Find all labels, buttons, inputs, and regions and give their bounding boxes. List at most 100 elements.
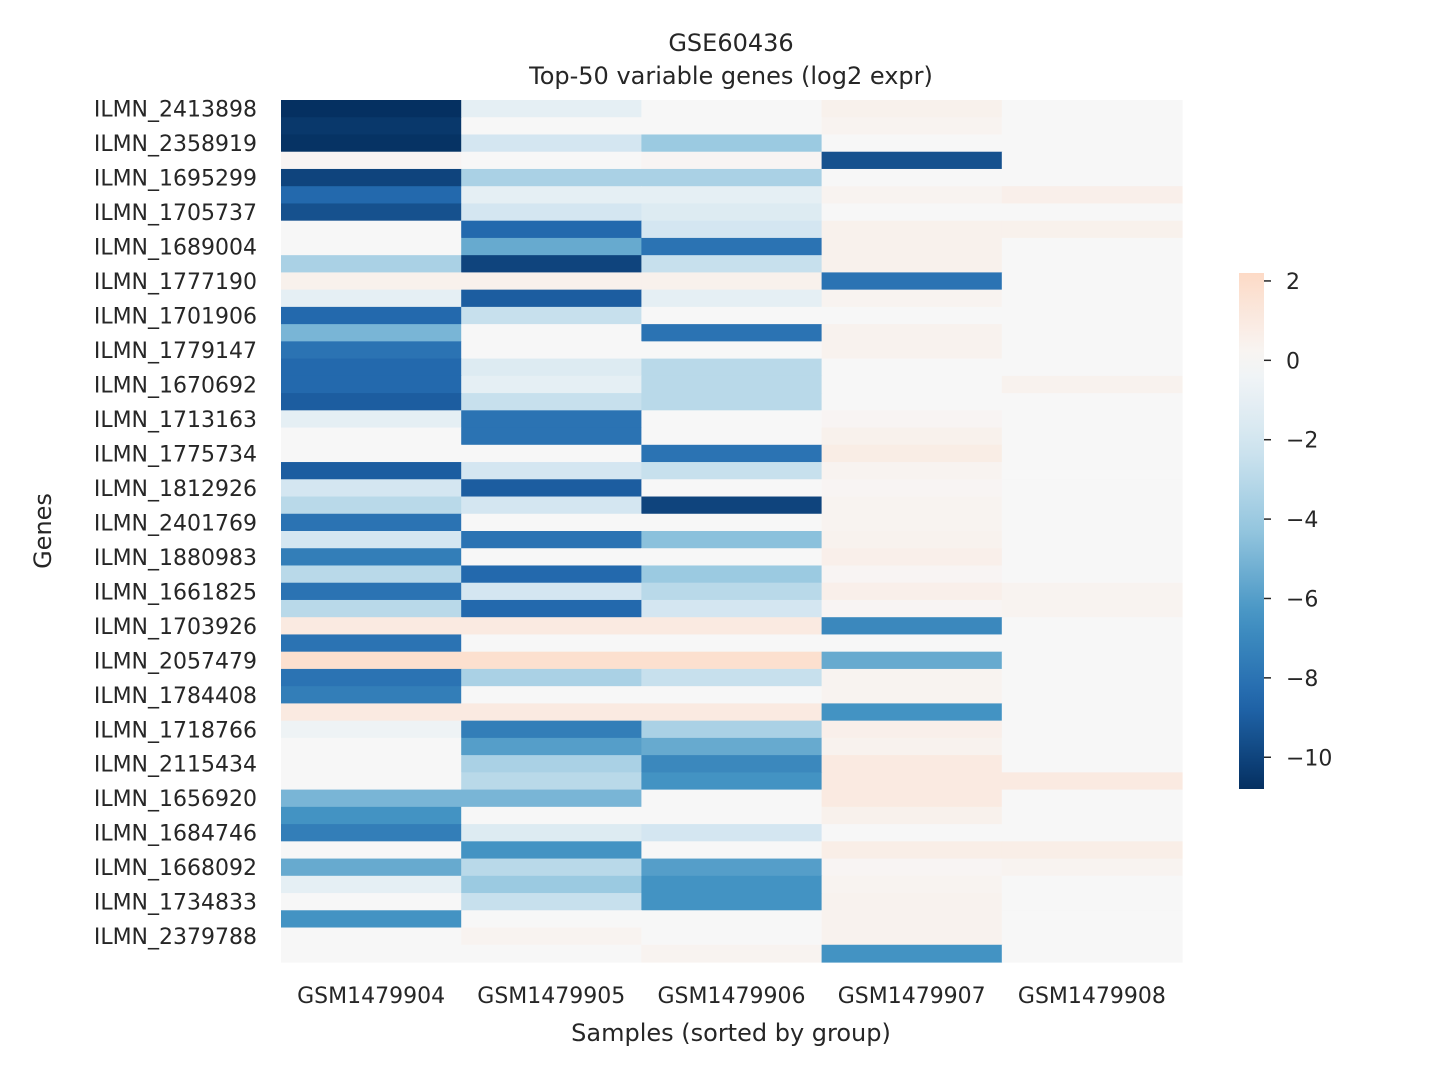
heatmap-cell (461, 134, 642, 153)
heatmap-cell (461, 893, 642, 911)
heatmap-cell (461, 720, 642, 739)
heatmap-cell (1001, 410, 1183, 429)
heatmap-cell (281, 393, 462, 411)
heatmap-cell (281, 513, 462, 532)
heatmap-cell (461, 220, 642, 239)
y-tick-label: ILMN_1775734 (94, 442, 257, 467)
heatmap-cell (1001, 737, 1183, 756)
heatmap-cell (1001, 548, 1183, 567)
heatmap-cell (641, 875, 823, 894)
heatmap-cell (641, 582, 823, 601)
heatmap-cell (281, 341, 462, 360)
heatmap-cell (281, 599, 462, 618)
heatmap-cell (821, 272, 1003, 291)
heatmap-cell (461, 789, 642, 808)
heatmap-cell (641, 651, 823, 670)
heatmap-cell (461, 582, 642, 601)
heatmap-cell (821, 824, 1003, 842)
heatmap-cell (821, 410, 1003, 429)
heatmap-cell (281, 134, 462, 153)
y-tick-label: ILMN_1695299 (94, 167, 257, 192)
heatmap-cell (821, 168, 1003, 187)
heatmap-cell (461, 151, 642, 170)
heatmap-cell (1001, 772, 1183, 791)
y-tick-label: ILMN_1670692 (94, 373, 257, 398)
heatmap-cell (461, 617, 642, 636)
heatmap-cell (641, 375, 823, 394)
heatmap-cell (641, 634, 823, 653)
y-tick-label: ILMN_1718766 (94, 718, 257, 743)
heatmap-cell (641, 496, 823, 515)
heatmap-cell (1001, 203, 1183, 222)
heatmap-cell (641, 462, 823, 480)
heatmap-cell (281, 806, 462, 825)
heatmap-cell (1001, 513, 1183, 532)
heatmap-cell (281, 531, 462, 549)
heatmap-cell (281, 100, 462, 118)
heatmap-cell (821, 117, 1003, 136)
heatmap-cell (1001, 703, 1183, 722)
heatmap-cell (461, 237, 642, 256)
heatmap-cell (641, 117, 823, 136)
heatmap-cell (281, 789, 462, 808)
heatmap-cell (281, 927, 462, 946)
heatmap-cell (461, 272, 642, 291)
heatmap-cell (821, 531, 1003, 549)
heatmap-cell (461, 703, 642, 722)
heatmap-cell (821, 841, 1003, 860)
heatmap-cell (281, 565, 462, 584)
heatmap-cell (1001, 255, 1183, 273)
heatmap-cell (641, 668, 823, 687)
heatmap-cell (821, 324, 1003, 342)
heatmap-cell (641, 203, 823, 222)
heatmap-cell (461, 444, 642, 463)
heatmap-cell (1001, 565, 1183, 584)
heatmap-cell (281, 668, 462, 687)
heatmap-cell (641, 272, 823, 291)
heatmap-cell (821, 479, 1003, 498)
heatmap-cell (1001, 893, 1183, 911)
heatmap-cell (461, 755, 642, 773)
heatmap-cell (461, 944, 642, 963)
heatmap-cell (641, 427, 823, 446)
x-tick-label: GSM1479904 (297, 984, 445, 1009)
heatmap-cell (461, 203, 642, 222)
heatmap-cell (281, 306, 462, 325)
heatmap-cell (281, 720, 462, 739)
heatmap-cell (1001, 324, 1183, 342)
chart-subtitle: Top-50 variable genes (log2 expr) (528, 62, 933, 90)
y-tick-label: ILMN_1784408 (94, 684, 257, 709)
heatmap-cell (281, 548, 462, 567)
heatmap-cell (641, 617, 823, 636)
heatmap-cell (1001, 117, 1183, 136)
heatmap-cell (821, 462, 1003, 480)
heatmap-cell (1001, 427, 1183, 446)
heatmap-cell (281, 375, 462, 394)
heatmap-cell (461, 806, 642, 825)
heatmap-cell (281, 203, 462, 222)
heatmap-cell (461, 668, 642, 687)
heatmap-cell (461, 548, 642, 567)
heatmap-cell (641, 599, 823, 618)
y-tick-label: ILMN_1734833 (94, 891, 257, 916)
colorbar-tick-label: −8 (1286, 667, 1318, 692)
heatmap-cell (821, 134, 1003, 153)
y-tick-label: ILMN_2379788 (94, 925, 257, 950)
heatmap-cell (821, 599, 1003, 618)
heatmap-cell (281, 117, 462, 136)
heatmap-cell (1001, 617, 1183, 636)
heatmap-cell (281, 186, 462, 205)
heatmap-cell (821, 858, 1003, 877)
heatmap-cell (1001, 755, 1183, 773)
heatmap-cell (461, 255, 642, 273)
heatmap-cell (281, 875, 462, 894)
heatmap-cell (461, 496, 642, 515)
heatmap-cell (1001, 237, 1183, 256)
y-tick-label: ILMN_1812926 (94, 477, 257, 502)
heatmap-cell (821, 582, 1003, 601)
y-tick-label: ILMN_1713163 (94, 408, 257, 433)
heatmap-cell (821, 651, 1003, 670)
heatmap-cell (641, 410, 823, 429)
heatmap-cell (641, 772, 823, 791)
